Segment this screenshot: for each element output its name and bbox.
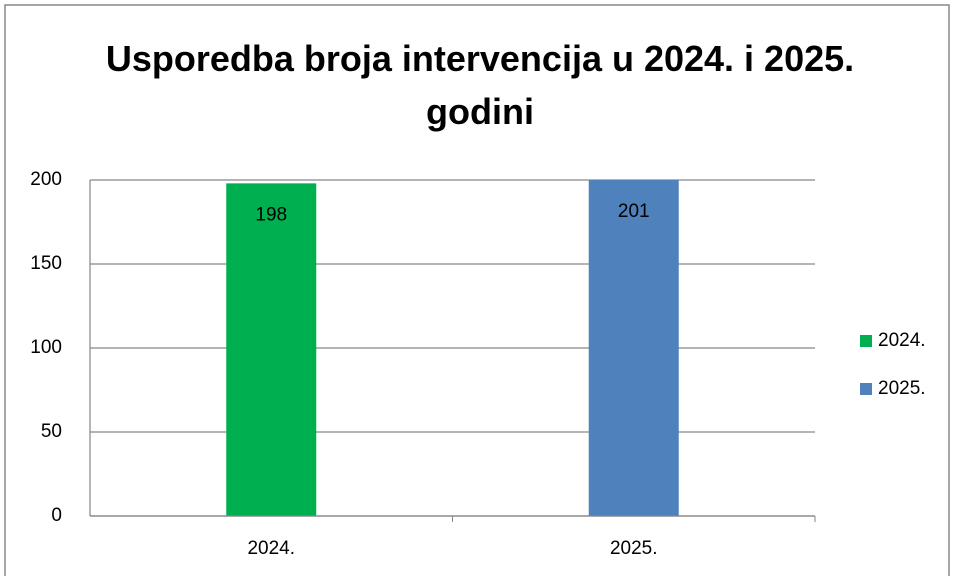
plot-area xyxy=(226,180,679,516)
y-tick-label: 200 xyxy=(30,169,62,190)
chart-border xyxy=(4,4,950,576)
y-tick-label: 150 xyxy=(30,253,62,274)
legend-label: 2025. xyxy=(878,378,926,399)
chart-title: Usporedba broja intervencija u 2024. i 2… xyxy=(105,38,855,132)
y-tick-label: 100 xyxy=(30,337,62,358)
data-label: 198 xyxy=(255,204,287,225)
y-tick-label: 0 xyxy=(51,505,62,526)
legend-swatch xyxy=(860,383,872,395)
x-tick-label: 2024. xyxy=(247,538,295,559)
bar xyxy=(226,183,317,516)
y-tick-label: 50 xyxy=(41,421,62,442)
x-tick-label: 2025. xyxy=(610,538,658,559)
data-label: 201 xyxy=(618,201,650,222)
bar xyxy=(588,180,679,516)
legend-swatch xyxy=(860,335,872,347)
legend-label: 2024. xyxy=(878,330,926,351)
